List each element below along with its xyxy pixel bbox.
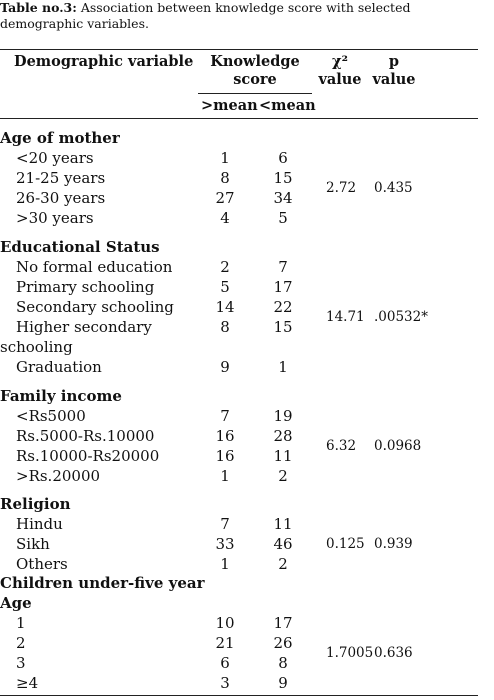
above-mean-count: 5 xyxy=(220,278,230,296)
row-label: >Rs.20000 xyxy=(16,467,101,485)
below-mean-count: 15 xyxy=(273,318,293,336)
above-mean-count: 1 xyxy=(220,555,230,573)
above-mean-count: 6 xyxy=(220,654,230,672)
below-mean-count: 6 xyxy=(278,149,288,167)
above-mean-count: 10 xyxy=(215,614,235,632)
table-bottom-rule xyxy=(0,695,478,696)
above-mean-count: 33 xyxy=(215,535,235,553)
header-p-value: p value xyxy=(370,53,418,89)
below-mean-count: 22 xyxy=(273,298,293,316)
row-label: Others xyxy=(16,555,68,573)
group-title: Children under-five year xyxy=(0,574,205,592)
above-mean-count: 4 xyxy=(220,209,230,227)
row-label: ≥4 xyxy=(16,674,39,692)
chi-square-value: 2.72 xyxy=(326,180,357,196)
p-value: 0.636 xyxy=(374,645,413,661)
row-label: Rs.10000-Rs20000 xyxy=(16,447,160,465)
above-mean-count: 7 xyxy=(220,407,230,425)
row-label-continued: schooling xyxy=(0,338,73,356)
below-mean-count: 7 xyxy=(278,258,288,276)
row-label: 3 xyxy=(16,654,26,672)
p-value: .00532* xyxy=(374,309,428,325)
table-caption-text: Association between knowledge score with… xyxy=(0,0,411,31)
header-bottom-rule xyxy=(0,118,478,119)
below-mean-count: 26 xyxy=(273,634,293,652)
above-mean-count: 16 xyxy=(215,447,235,465)
p-value: 0.939 xyxy=(374,536,413,552)
below-mean-count: 19 xyxy=(273,407,293,425)
header-chi-symbol: χ² xyxy=(332,53,348,70)
chi-square-value: 0.125 xyxy=(326,536,365,552)
row-label: 26-30 years xyxy=(16,189,106,207)
above-mean-count: 9 xyxy=(220,358,230,376)
row-label: No formal education xyxy=(16,258,173,276)
below-mean-count: 11 xyxy=(273,447,293,465)
above-mean-count: 27 xyxy=(215,189,235,207)
below-mean-count: 1 xyxy=(278,358,288,376)
below-mean-count: 2 xyxy=(278,555,288,573)
below-mean-count: 34 xyxy=(273,189,293,207)
header-chi-value: value xyxy=(318,71,362,88)
row-label: Graduation xyxy=(16,358,102,376)
group-title: Family income xyxy=(0,387,122,405)
below-mean-count: 2 xyxy=(278,467,288,485)
group-title: Educational Status xyxy=(0,238,160,256)
header-p-symbol: p xyxy=(388,53,400,70)
row-label: <Rs5000 xyxy=(16,407,86,425)
row-label: Sikh xyxy=(16,535,50,553)
p-value: 0.435 xyxy=(374,180,413,196)
row-label: >30 years xyxy=(16,209,94,227)
below-mean-count: 28 xyxy=(273,427,293,445)
group-title: Age of mother xyxy=(0,129,120,147)
below-mean-count: 9 xyxy=(278,674,288,692)
below-mean-count: 17 xyxy=(273,614,293,632)
group-title-continued: Age xyxy=(0,594,32,612)
above-mean-count: 14 xyxy=(215,298,235,316)
table-top-rule xyxy=(0,49,478,50)
row-label: Higher secondary xyxy=(16,318,152,336)
chi-square-value: 6.32 xyxy=(326,438,357,454)
row-label: 2 xyxy=(16,634,26,652)
header-chi-square: χ² value xyxy=(318,53,362,89)
above-mean-count: 21 xyxy=(215,634,235,652)
row-label: Hindu xyxy=(16,515,63,533)
chi-square-value: 14.71 xyxy=(326,309,365,325)
above-mean-count: 7 xyxy=(220,515,230,533)
header-knowledge-score: Knowledge score xyxy=(210,53,300,88)
above-mean-count: 2 xyxy=(220,258,230,276)
above-mean-count: 1 xyxy=(220,149,230,167)
header-below-mean: <mean xyxy=(259,97,316,114)
above-mean-count: 8 xyxy=(220,318,230,336)
header-above-mean: >mean xyxy=(201,97,258,114)
below-mean-count: 8 xyxy=(278,654,288,672)
below-mean-count: 17 xyxy=(273,278,293,296)
row-label: <20 years xyxy=(16,149,94,167)
p-value: 0.0968 xyxy=(374,438,422,454)
table-caption: Table no.3: Association between knowledg… xyxy=(0,0,494,32)
header-demographic-variable: Demographic variable xyxy=(14,53,194,70)
chi-square-value: 1.7005 xyxy=(326,645,374,661)
row-label: 1 xyxy=(16,614,26,632)
above-mean-count: 16 xyxy=(215,427,235,445)
row-label: Rs.5000-Rs.10000 xyxy=(16,427,155,445)
above-mean-count: 8 xyxy=(220,169,230,187)
below-mean-count: 5 xyxy=(278,209,288,227)
header-p-value-label: value xyxy=(372,71,416,88)
row-label: Secondary schooling xyxy=(16,298,174,316)
below-mean-count: 15 xyxy=(273,169,293,187)
row-label: Primary schooling xyxy=(16,278,155,296)
knowledge-subheader-rule xyxy=(198,93,312,94)
table-caption-label: Table no.3: xyxy=(0,0,77,15)
below-mean-count: 11 xyxy=(273,515,293,533)
group-title: Religion xyxy=(0,495,71,513)
above-mean-count: 3 xyxy=(220,674,230,692)
below-mean-count: 46 xyxy=(273,535,293,553)
row-label: 21-25 years xyxy=(16,169,106,187)
above-mean-count: 1 xyxy=(220,467,230,485)
